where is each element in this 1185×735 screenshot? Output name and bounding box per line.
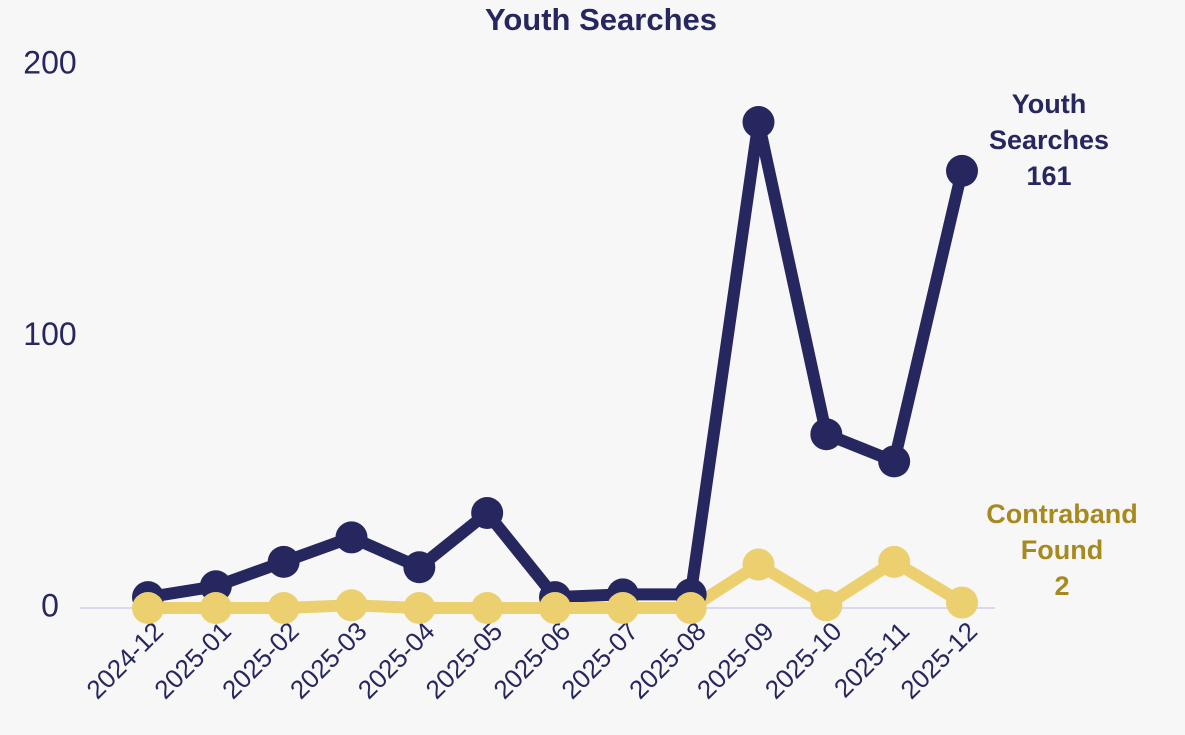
data-point xyxy=(403,551,436,584)
data-point xyxy=(878,545,911,578)
series-line xyxy=(147,116,968,604)
chart-title: Youth Searches xyxy=(485,2,717,37)
data-point xyxy=(946,154,978,187)
data-point xyxy=(335,589,368,622)
y-tick-label: 100 xyxy=(23,316,76,352)
data-point xyxy=(403,592,436,624)
series-end-label: Contraband Found 2 xyxy=(967,496,1157,604)
data-point xyxy=(606,592,639,624)
series-value-label: 2 xyxy=(1054,571,1070,601)
data-point xyxy=(878,445,911,478)
data-point xyxy=(674,592,707,624)
data-point xyxy=(267,592,300,624)
data-point xyxy=(471,496,504,529)
x-tick-label: 2025-12 xyxy=(894,616,983,705)
data-point xyxy=(810,589,843,622)
data-point xyxy=(742,548,775,581)
y-tick-label: 0 xyxy=(41,587,59,623)
series-end-label: Youth Searches 161 xyxy=(954,86,1144,194)
data-point xyxy=(742,106,775,139)
data-point xyxy=(471,592,504,624)
data-point xyxy=(539,592,571,624)
x-tick-label: 2025-10 xyxy=(759,616,848,705)
data-point xyxy=(335,521,368,554)
series-name: Contraband Found xyxy=(986,499,1138,565)
data-point xyxy=(132,592,164,624)
data-point xyxy=(946,586,978,619)
data-point xyxy=(810,418,843,451)
data-point xyxy=(199,592,232,624)
series-name: Youth Searches xyxy=(988,89,1110,155)
series-value-label: 161 xyxy=(1026,161,1072,191)
data-point xyxy=(267,545,300,578)
y-tick-label: 200 xyxy=(23,44,76,80)
